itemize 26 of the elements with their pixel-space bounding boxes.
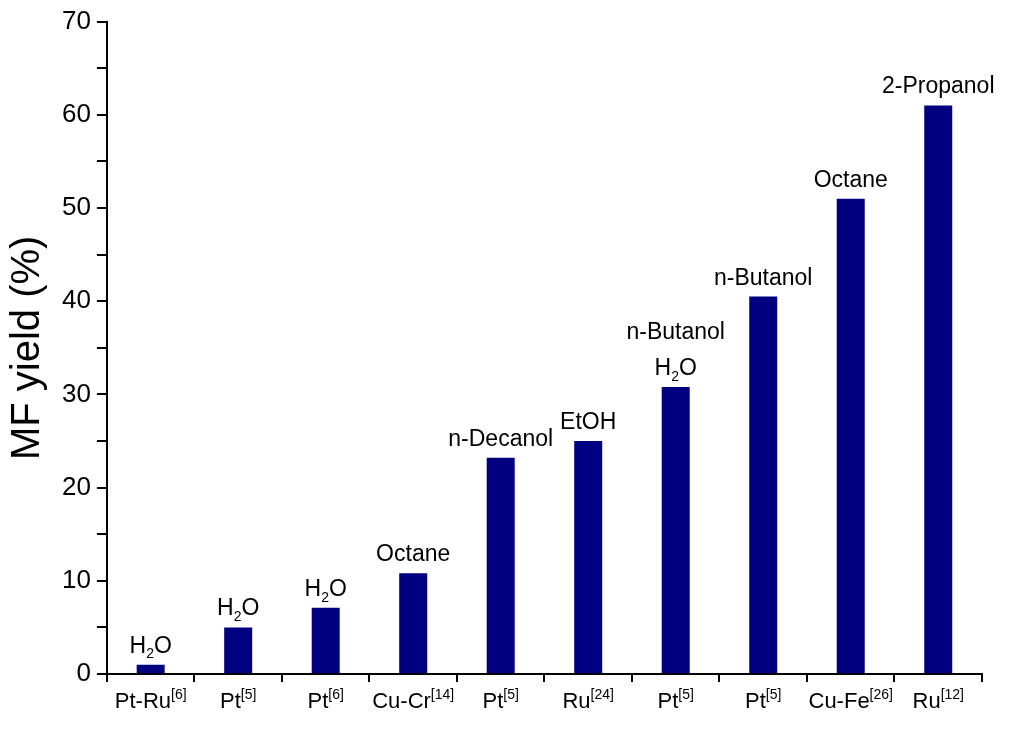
y-tick-label: 60: [62, 97, 91, 128]
y-tick-label: 0: [76, 657, 91, 688]
annotation: EtOH: [560, 408, 617, 434]
y-tick-label: 10: [62, 563, 91, 594]
bar: [924, 105, 953, 673]
y-tick-label: 40: [62, 284, 91, 315]
y-tick-label: 50: [62, 191, 91, 222]
annotation: Octane: [813, 165, 888, 192]
bar: [749, 296, 778, 673]
annotation: n-Decanol: [448, 424, 554, 451]
bar: [399, 573, 428, 673]
bar: [661, 386, 690, 673]
y-tick-label: 20: [62, 470, 91, 501]
bar: [136, 664, 165, 673]
bar: [574, 441, 603, 673]
bar: [486, 457, 515, 673]
annotation: 2-Propanol: [881, 72, 995, 99]
annotation: Octane: [376, 540, 451, 567]
y-axis-title: MF yield (%): [3, 235, 48, 461]
bar: [836, 198, 865, 673]
annotation: n-Butanol: [714, 263, 813, 290]
annotation: n-Butanol: [626, 317, 725, 344]
y-tick-label: 70: [62, 4, 91, 35]
bar: [311, 607, 340, 673]
bar: [224, 627, 253, 673]
y-tick-label: 30: [62, 377, 91, 408]
